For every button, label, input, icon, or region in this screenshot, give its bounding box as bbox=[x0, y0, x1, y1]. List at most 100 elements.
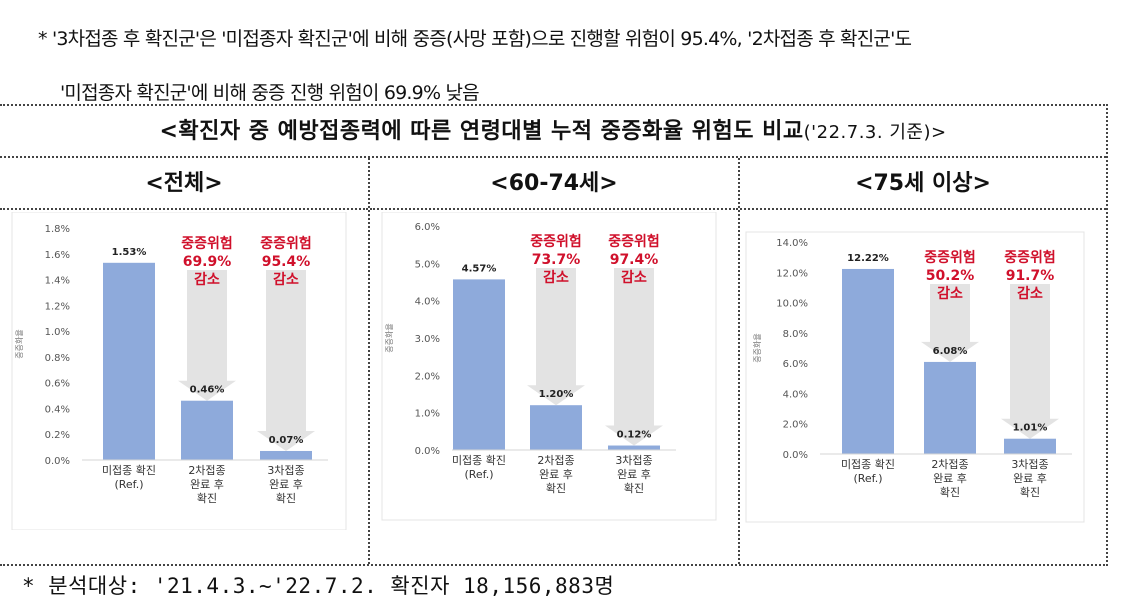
y-tick-label: 4.0% bbox=[783, 389, 808, 400]
y-axis-label: 중증화율 bbox=[385, 323, 394, 352]
x-tick-label: 3차접종 bbox=[615, 454, 652, 467]
y-tick-label: 0.0% bbox=[45, 456, 70, 467]
risk-reduction-label: 중증위험 bbox=[1004, 249, 1056, 266]
risk-reduction-label: 중증위험 bbox=[530, 233, 582, 250]
risk-reduction-label: 73.7% bbox=[532, 252, 581, 268]
x-tick-label: 완료 후 bbox=[269, 478, 303, 491]
y-tick-label: 12.0% bbox=[776, 268, 808, 279]
x-tick-label: (Ref.) bbox=[853, 472, 882, 485]
risk-reduction-label: 50.2% bbox=[926, 268, 975, 284]
top-note: * '3차접종 후 확진군'은 '미접종자 확진군'에 비해 중증(사망 포함)… bbox=[38, 12, 1128, 120]
x-tick-label: 확진 bbox=[1020, 486, 1040, 499]
bar bbox=[181, 400, 233, 460]
chart-panel-all: 0.0% 0.2% 0.4% 0.6% 0.8% 1.0% 1.2% 1.4% 1.6% 1.8%… bbox=[0, 212, 366, 530]
risk-reduction-label: 69.9% bbox=[183, 254, 232, 270]
bar bbox=[924, 361, 976, 454]
bar bbox=[1004, 438, 1056, 454]
data-label: 12.22% bbox=[847, 253, 889, 264]
x-tick-label: 2차접종 bbox=[537, 454, 574, 467]
chart-75plus: 0.0% 2.0% 4.0% 6.0% 8.0% 10.0% 12.0% 14.0% 중증화율 1… bbox=[745, 231, 1085, 523]
reduction-arrow bbox=[527, 268, 585, 406]
y-tick-label: 6.0% bbox=[415, 222, 440, 233]
top-note-line1: * '3차접종 후 확진군'은 '미접종자 확진군'에 비해 중증(사망 포함)… bbox=[38, 28, 912, 50]
risk-reduction-label: 95.4% bbox=[262, 254, 311, 270]
x-tick-label: 확진 bbox=[624, 482, 644, 495]
risk-reduction-label: 감소 bbox=[937, 285, 963, 302]
data-label: 0.46% bbox=[190, 385, 225, 396]
y-tick-label: 3.0% bbox=[415, 334, 440, 345]
x-tick-label: 확진 bbox=[197, 492, 217, 505]
reduction-arrow bbox=[257, 270, 315, 451]
risk-reduction-label: 중증위험 bbox=[924, 249, 976, 266]
y-tick-label: 0.0% bbox=[783, 450, 808, 461]
bar bbox=[842, 268, 894, 454]
top-note-line2: '미접종자 확진군'에 비해 중증 진행 위험이 69.9% 낮음 bbox=[60, 82, 480, 104]
bar bbox=[103, 262, 155, 460]
y-tick-label: 1.4% bbox=[45, 276, 70, 287]
bar bbox=[453, 279, 505, 450]
reduction-arrow bbox=[1001, 284, 1059, 439]
y-tick-label: 1.0% bbox=[45, 327, 70, 338]
y-tick-label: 0.4% bbox=[45, 404, 70, 415]
x-tick-label: 3차접종 bbox=[1011, 458, 1048, 471]
y-tick-label: 10.0% bbox=[776, 299, 808, 310]
risk-reduction-label: 감소 bbox=[543, 269, 569, 286]
y-tick-label: 0.0% bbox=[415, 446, 440, 457]
y-tick-label: 5.0% bbox=[415, 259, 440, 270]
x-tick-label: 완료 후 bbox=[190, 478, 224, 491]
data-label: 1.01% bbox=[1013, 423, 1048, 434]
y-tick-label: 0.2% bbox=[45, 430, 70, 441]
data-label: 0.12% bbox=[617, 430, 652, 441]
x-tick-label: 미접종 확진 bbox=[102, 464, 156, 477]
panel-divider bbox=[368, 158, 370, 564]
chart-panel-60-74: 0.0% 1.0% 2.0% 3.0% 4.0% 5.0% 6.0% 중증화율 4.57% 미접종… bbox=[370, 212, 736, 530]
y-tick-label: 1.2% bbox=[45, 301, 70, 312]
figure-title-sub: ('22.7.3. 기준)> bbox=[803, 122, 947, 143]
x-tick-label: 완료 후 bbox=[933, 472, 967, 485]
y-tick-label: 2.0% bbox=[783, 420, 808, 431]
chart-60-74: 0.0% 1.0% 2.0% 3.0% 4.0% 5.0% 6.0% 중증화율 4.57% 미접종… bbox=[381, 212, 717, 521]
x-tick-label: 완료 후 bbox=[1013, 472, 1047, 485]
reduction-arrow bbox=[178, 270, 236, 401]
y-tick-label: 1.6% bbox=[45, 250, 70, 261]
x-tick-label: (Ref.) bbox=[464, 468, 493, 481]
risk-reduction-label: 감소 bbox=[621, 269, 647, 286]
reduction-arrow bbox=[605, 268, 663, 446]
risk-reduction-label: 중증위험 bbox=[181, 235, 233, 252]
y-tick-label: 14.0% bbox=[776, 238, 808, 249]
y-tick-label: 4.0% bbox=[415, 297, 440, 308]
y-tick-label: 2.0% bbox=[415, 371, 440, 382]
x-tick-label: 2차접종 bbox=[931, 458, 968, 471]
risk-reduction-label: 중증위험 bbox=[608, 233, 660, 250]
panel-title-all: <전체> bbox=[0, 158, 368, 210]
x-tick-label: 확진 bbox=[940, 486, 960, 499]
panel-divider bbox=[738, 158, 740, 564]
y-axis-label: 중증화율 bbox=[753, 333, 762, 362]
risk-reduction-label: 감소 bbox=[194, 271, 220, 288]
bottom-note: * 분석대상: '21.4.3.~'22.7.2. 확진자 18,156,883… bbox=[22, 574, 615, 598]
panel-title-75plus: <75세 이상> bbox=[740, 158, 1106, 210]
x-tick-label: 3차접종 bbox=[267, 464, 304, 477]
x-tick-label: (Ref.) bbox=[114, 478, 143, 491]
y-axis-label: 중증화율 bbox=[15, 329, 24, 358]
panel-title-60-74: <60-74세> bbox=[370, 158, 738, 210]
x-tick-label: 2차접종 bbox=[188, 464, 225, 477]
risk-reduction-label: 97.4% bbox=[610, 252, 659, 268]
y-tick-label: 1.8% bbox=[45, 224, 70, 235]
x-tick-label: 확진 bbox=[276, 492, 296, 505]
y-tick-label: 1.0% bbox=[415, 409, 440, 420]
bar bbox=[260, 450, 312, 460]
x-tick-label: 미접종 확진 bbox=[452, 454, 506, 467]
risk-reduction-label: 감소 bbox=[273, 271, 299, 288]
data-label: 1.53% bbox=[112, 247, 147, 258]
data-label: 0.07% bbox=[269, 435, 304, 446]
data-label: 6.08% bbox=[933, 346, 968, 357]
risk-reduction-label: 91.7% bbox=[1006, 268, 1055, 284]
chart-all: 0.0% 0.2% 0.4% 0.6% 0.8% 1.0% 1.2% 1.4% 1.6% 1.8%… bbox=[11, 212, 347, 530]
chart-panel-75plus: 0.0% 2.0% 4.0% 6.0% 8.0% 10.0% 12.0% 14.0% 중증화율 1… bbox=[740, 212, 1106, 530]
y-tick-label: 8.0% bbox=[783, 329, 808, 340]
x-tick-label: 확진 bbox=[546, 482, 566, 495]
x-tick-label: 미접종 확진 bbox=[841, 458, 895, 471]
x-tick-label: 완료 후 bbox=[539, 468, 573, 481]
figure-title-main: <확진자 중 예방접종력에 따른 연령대별 누적 중증화율 위험도 비교 bbox=[159, 119, 804, 144]
